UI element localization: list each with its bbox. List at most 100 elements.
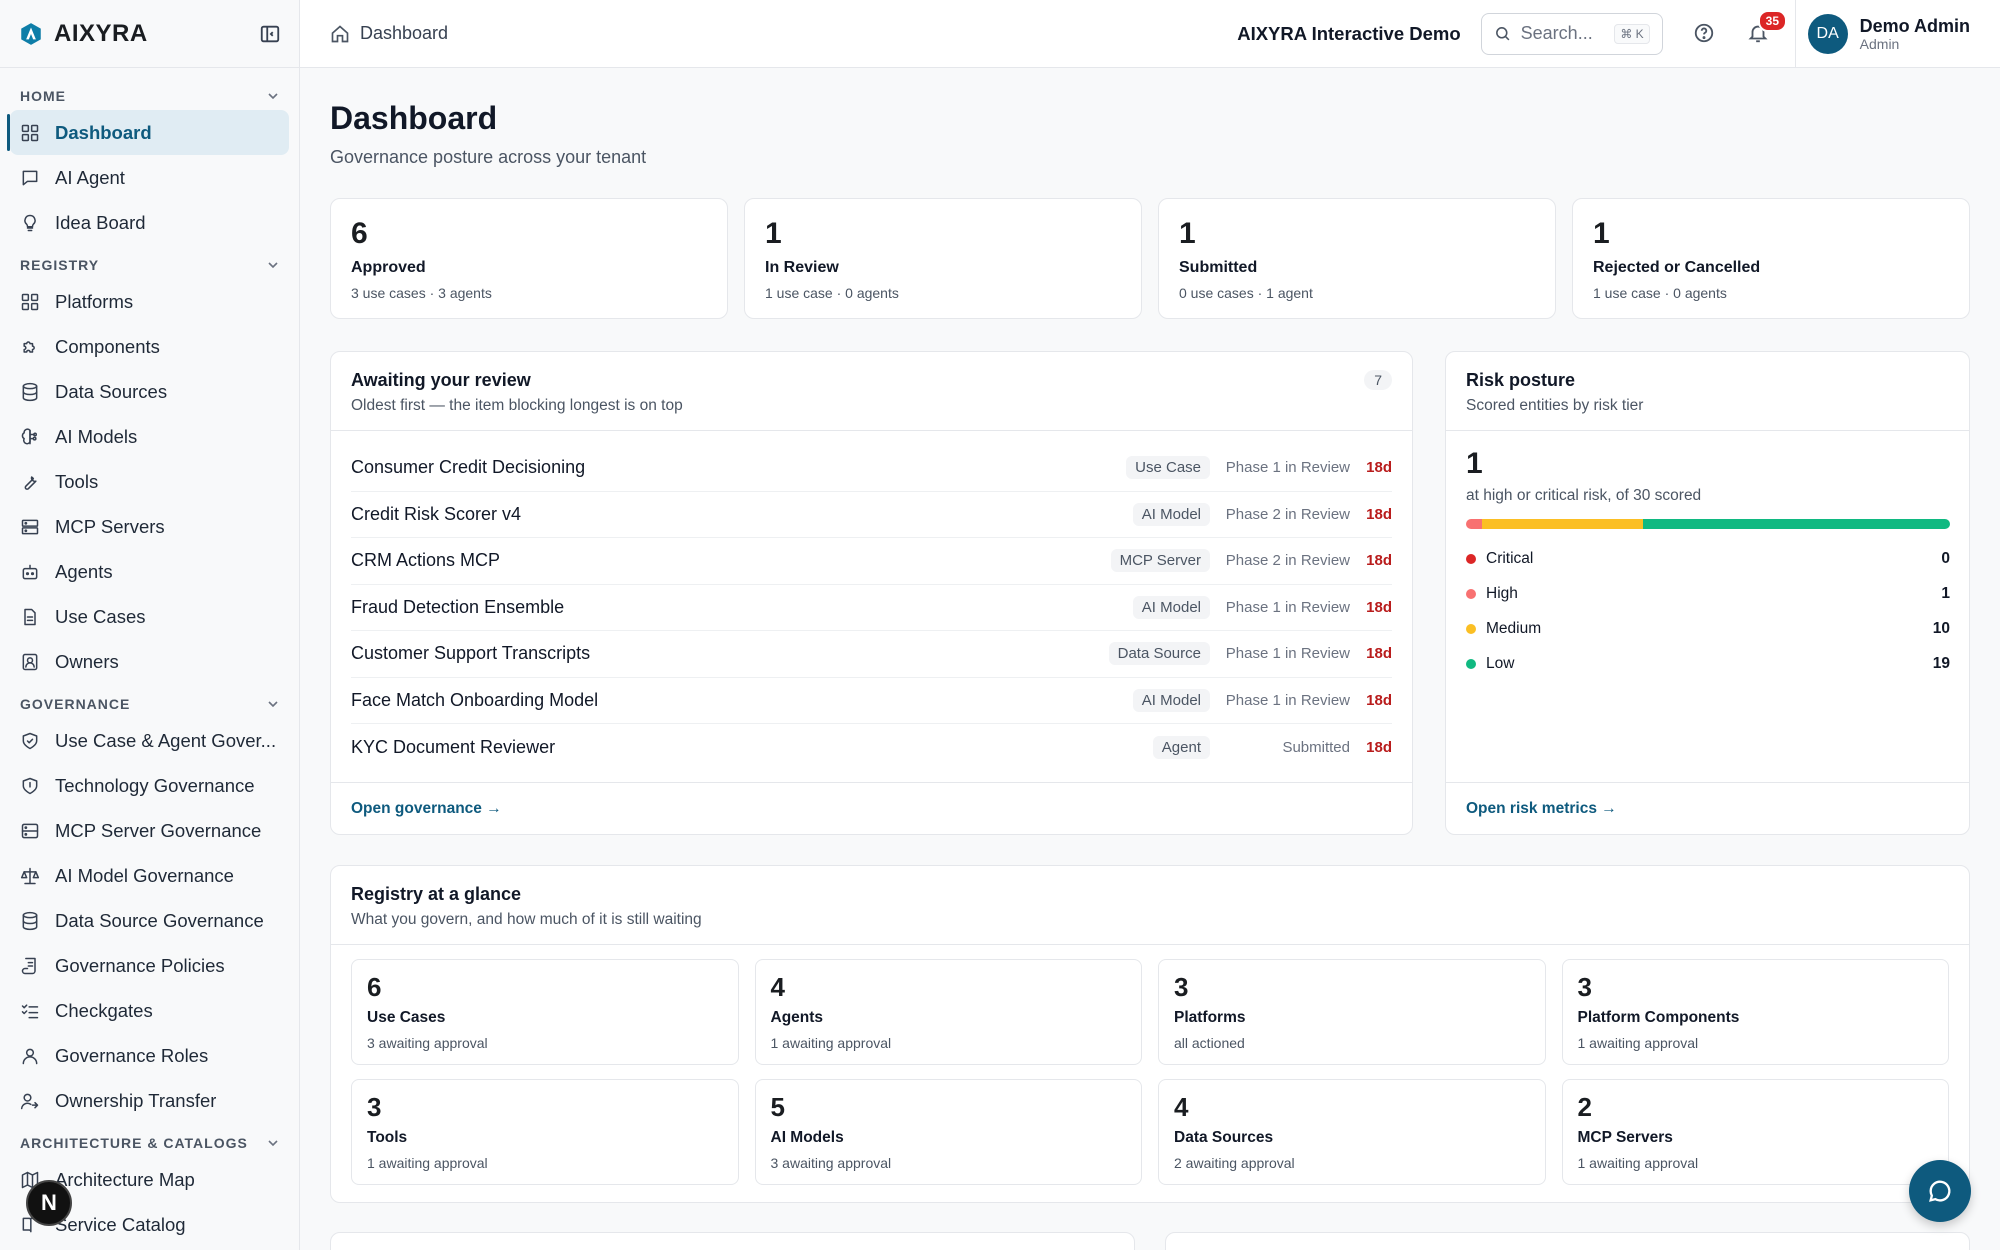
review-age: 18d bbox=[1366, 598, 1392, 616]
sidebar-item[interactable]: Agents bbox=[10, 549, 289, 594]
registry-cell[interactable]: 3 Platforms all actioned bbox=[1158, 959, 1546, 1065]
sidebar-item[interactable]: Idea Board bbox=[10, 200, 289, 245]
sidebar-item-label: MCP Server Governance bbox=[55, 819, 262, 841]
sidebar-item[interactable]: Tools bbox=[10, 459, 289, 504]
database-icon bbox=[22, 382, 38, 401]
registry-cell[interactable]: 3 Tools 1 awaiting approval bbox=[351, 1079, 739, 1185]
sidebar-item[interactable]: Components bbox=[10, 324, 289, 369]
sidebar-item[interactable]: Dashboard bbox=[7, 110, 289, 155]
review-row[interactable]: CRM Actions MCP MCP Server Phase 2 in Revi… bbox=[351, 538, 1392, 585]
brand-name: AIXYRA bbox=[54, 19, 148, 47]
search-shortcut: ⌘ K bbox=[1614, 23, 1650, 44]
sidebar-item[interactable]: Owners bbox=[10, 639, 289, 684]
awaiting-review-card: Awaiting your review Oldest first — the … bbox=[330, 351, 1413, 835]
registry-cell[interactable]: 5 AI Models 3 awaiting approval bbox=[754, 1079, 1142, 1185]
review-age: 18d bbox=[1366, 645, 1392, 663]
user-transfer-icon bbox=[20, 1093, 39, 1109]
brand-header: AIXYRA bbox=[0, 0, 299, 68]
sidebar-item[interactable]: Platforms bbox=[10, 279, 289, 324]
help-button[interactable] bbox=[1693, 22, 1717, 46]
sidebar-item[interactable]: Governance Roles bbox=[10, 1033, 289, 1078]
puzzle-icon bbox=[23, 340, 35, 353]
page-title: Dashboard bbox=[330, 100, 498, 136]
sidebar-item[interactable]: AI Model Governance bbox=[10, 853, 289, 898]
sidebar-section-title: REGISTRY bbox=[20, 257, 100, 273]
open-risk-metrics-link[interactable]: Open risk metrics → bbox=[1466, 799, 1617, 817]
registry-count: 3 bbox=[367, 1092, 382, 1122]
risk-tier-value: 1 bbox=[1941, 584, 1950, 602]
registry-sub: 1 awaiting approval bbox=[1577, 1155, 1699, 1171]
stat-card[interactable]: 1 Rejected or Cancelled 1 use case · 0 age… bbox=[1572, 198, 1970, 319]
chevron-down-icon[interactable] bbox=[267, 259, 279, 271]
sidebar-item-label: Use Cases bbox=[55, 605, 146, 627]
sidebar-item[interactable]: Checkgates bbox=[10, 988, 289, 1033]
sidebar-item-label: AI Model Governance bbox=[55, 864, 234, 886]
user-menu[interactable]: DA Demo Admin Admin bbox=[1794, 0, 1970, 68]
risk-subtitle: Scored entities by risk tier bbox=[1466, 397, 1644, 414]
registry-cell[interactable]: 2 MCP Servers 1 awaiting approval bbox=[1561, 1079, 1949, 1185]
sidebar-item[interactable]: Ownership Transfer bbox=[10, 1078, 289, 1123]
chevron-down-icon[interactable] bbox=[267, 90, 279, 102]
sidebar-section-3[interactable]: ARCHITECTURE & CATALOGS bbox=[0, 1129, 299, 1157]
risk-tier-list: Critical 0 High 1 Medium 10 Low 19 bbox=[1466, 541, 1950, 681]
lower-card-right bbox=[1165, 1232, 1970, 1250]
registry-count: 3 bbox=[1577, 972, 1592, 1002]
review-row[interactable]: Consumer Credit Decisioning Use Case Phase… bbox=[351, 445, 1392, 492]
stat-card[interactable]: 1 In Review 1 use case · 0 agents bbox=[744, 198, 1142, 319]
stat-card[interactable]: 1 Submitted 0 use cases · 1 agent bbox=[1158, 198, 1556, 319]
help-icon bbox=[1694, 23, 1713, 42]
sidebar-item-label: Owners bbox=[55, 650, 119, 672]
chat-assistant-button[interactable] bbox=[1909, 1160, 1971, 1222]
bot-icon bbox=[22, 564, 38, 579]
sidebar-item[interactable]: AI Models bbox=[10, 414, 289, 459]
sidebar-item[interactable]: Use Cases bbox=[10, 594, 289, 639]
sidebar-item[interactable]: Use Case & Agent Gover... bbox=[10, 718, 289, 763]
sidebar-item[interactable]: MCP Server Governance bbox=[10, 808, 289, 853]
sidebar-collapse-icon[interactable] bbox=[259, 23, 281, 45]
sidebar-item[interactable]: Governance Policies bbox=[10, 943, 289, 988]
sidebar-item[interactable]: Data Source Governance bbox=[10, 898, 289, 943]
risk-tier-row: High 1 bbox=[1466, 576, 1950, 611]
review-row[interactable]: Face Match Onboarding Model AI Model Phase… bbox=[351, 678, 1392, 724]
sidebar-item[interactable]: Technology Governance bbox=[10, 763, 289, 808]
risk-tier-label: Low bbox=[1486, 654, 1515, 672]
review-item-name: CRM Actions MCP bbox=[351, 550, 501, 571]
sidebar-item[interactable]: AI Agent bbox=[10, 155, 289, 200]
risk-bar-segment bbox=[1643, 519, 1950, 529]
search-input[interactable]: Search... ⌘ K bbox=[1480, 12, 1663, 55]
registry-cell[interactable]: 4 Agents 1 awaiting approval bbox=[754, 959, 1142, 1065]
entity-type-badge: Agent bbox=[1152, 735, 1210, 759]
sidebar-section-0[interactable]: HOME bbox=[0, 82, 299, 110]
stat-card[interactable]: 6 Approved 3 use cases · 3 agents bbox=[330, 198, 728, 319]
sidebar-item[interactable]: MCP Servers bbox=[10, 504, 289, 549]
search-placeholder: Search... bbox=[1520, 23, 1593, 43]
sidebar-section-2[interactable]: GOVERNANCE bbox=[0, 690, 299, 718]
risk-tier-dot bbox=[1466, 553, 1476, 564]
review-age: 18d bbox=[1366, 459, 1392, 477]
registry-cell[interactable]: 3 Platform Components 1 awaiting approval bbox=[1561, 959, 1949, 1065]
risk-headline-sub: at high or critical risk, of 30 scored bbox=[1466, 487, 1702, 504]
registry-cell[interactable]: 6 Use Cases 3 awaiting approval bbox=[351, 959, 739, 1065]
open-governance-link[interactable]: Open governance → bbox=[351, 799, 502, 817]
scroll-icon bbox=[21, 957, 36, 974]
chat-bubble-icon bbox=[1929, 1180, 1951, 1202]
sidebar-section-1[interactable]: REGISTRY bbox=[0, 251, 299, 279]
chevron-down-icon[interactable] bbox=[267, 698, 279, 710]
registry-cell[interactable]: 4 Data Sources 2 awaiting approval bbox=[1158, 1079, 1546, 1185]
status-stats: 6 Approved 3 use cases · 3 agents 1 In Revie… bbox=[330, 198, 1970, 319]
review-row[interactable]: Credit Risk Scorer v4 AI Model Phase 2 in … bbox=[351, 492, 1392, 538]
review-row[interactable]: KYC Document Reviewer Agent Submitted 18d bbox=[351, 724, 1392, 771]
review-row[interactable]: Fraud Detection Ensemble AI Model Phase 1 … bbox=[351, 585, 1392, 631]
review-item-name: KYC Document Reviewer bbox=[351, 736, 556, 757]
lower-card-left bbox=[330, 1232, 1135, 1250]
floating-n-badge[interactable]: N bbox=[26, 1180, 72, 1226]
registry-count: 6 bbox=[367, 972, 382, 1002]
risk-tier-dot bbox=[1466, 623, 1476, 634]
review-row[interactable]: Customer Support Transcripts Data Source P… bbox=[351, 631, 1392, 678]
notifications-button[interactable]: 35 bbox=[1747, 9, 1788, 46]
sidebar-item-label: Use Case & Agent Gover... bbox=[55, 729, 277, 751]
breadcrumb[interactable]: Dashboard bbox=[330, 23, 448, 44]
sidebar-item[interactable]: Data Sources bbox=[10, 369, 289, 414]
chevron-down-icon[interactable] bbox=[267, 1137, 279, 1149]
sidebar-item-label: Architecture Map bbox=[55, 1168, 195, 1190]
